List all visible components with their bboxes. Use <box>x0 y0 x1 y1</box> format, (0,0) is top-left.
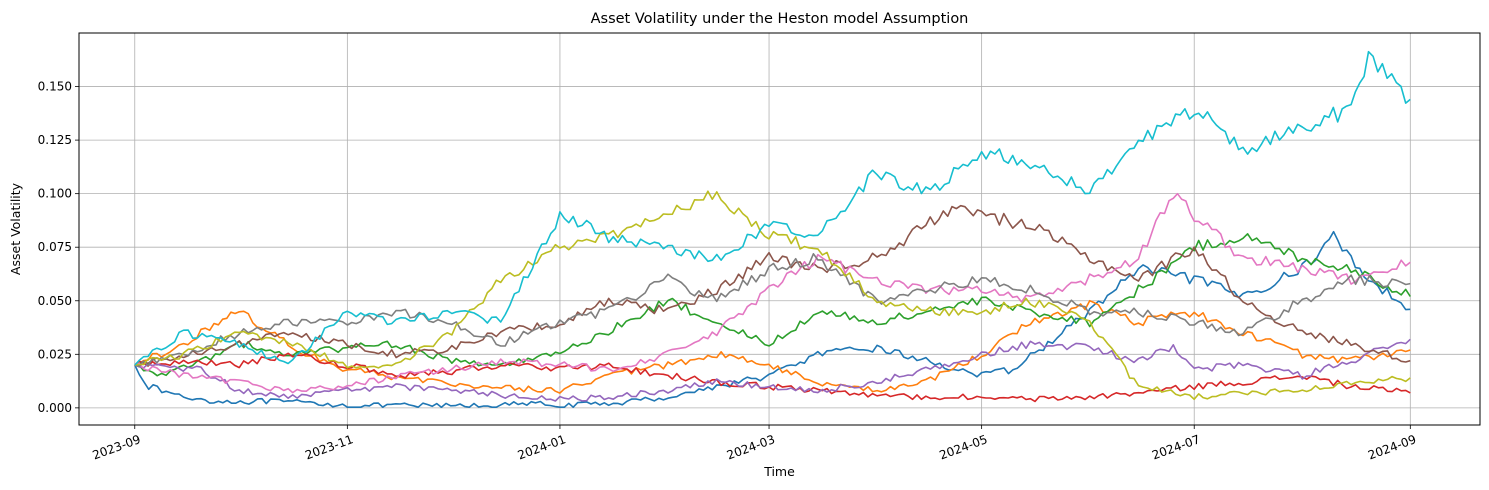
series-line-3 <box>134 233 1411 377</box>
series-line-2 <box>134 299 1411 394</box>
plot-frame <box>78 32 1481 426</box>
series-line-10 <box>134 50 1411 366</box>
series-line-7 <box>134 192 1411 394</box>
series-line-1 <box>134 230 1411 408</box>
chart-title: Asset Volatility under the Heston model … <box>591 11 969 27</box>
series-line-6 <box>134 204 1411 366</box>
y-axis: 0.000 0.025 0.050 0.075 0.100 0.125 0.150 <box>38 80 79 415</box>
y-tick-label: 0.125 <box>38 133 72 147</box>
y-axis-label: Asset Volatility <box>8 182 23 275</box>
y-tick-label: 0.100 <box>38 187 72 201</box>
series-line-8 <box>134 253 1411 368</box>
x-axis-label: Time <box>763 464 795 479</box>
series-line-9 <box>134 190 1411 401</box>
y-tick-label: 0.075 <box>38 240 72 254</box>
y-tick-label: 0.150 <box>38 80 72 94</box>
y-tick-label: 0.050 <box>38 294 72 308</box>
grid-lines <box>79 33 1480 425</box>
y-tick-label: 0.025 <box>38 347 72 361</box>
series-lines <box>134 50 1411 408</box>
series-line-5 <box>134 338 1411 402</box>
y-tick-label: 0.000 <box>38 401 72 415</box>
